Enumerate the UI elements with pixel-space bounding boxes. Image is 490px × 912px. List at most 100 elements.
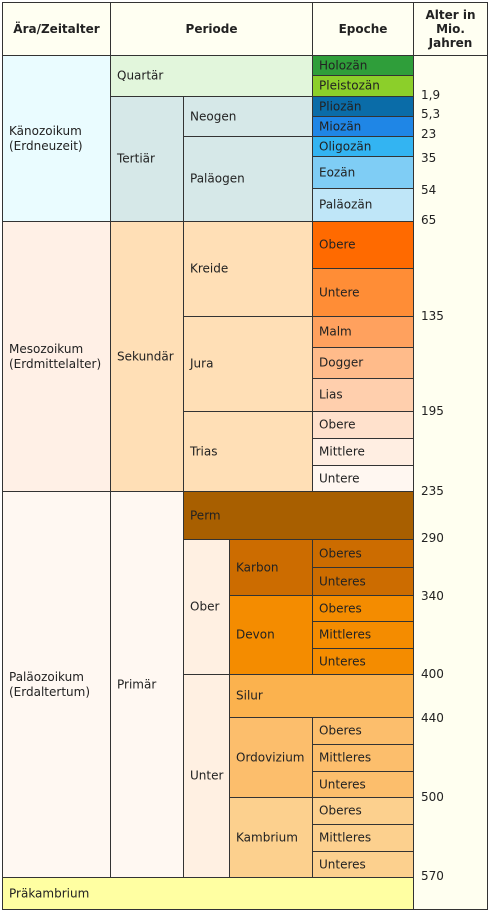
epoch-oligozaen-label: Oligozän xyxy=(319,139,372,153)
epoch-devon-unteres: Unteres xyxy=(312,648,414,675)
epoch-karbon-unteres-label: Unteres xyxy=(319,574,366,588)
epoch-malm-label: Malm xyxy=(319,324,352,339)
period-quartaer-label: Quartär xyxy=(117,68,164,83)
period-primaer: Primär xyxy=(110,491,184,878)
epoch-dogger: Dogger xyxy=(312,347,414,379)
subperiod-palaeogen-label: Paläogen xyxy=(190,171,245,186)
subperiod-kreide-label: Kreide xyxy=(190,261,229,276)
epoch-palaeozaen: Paläozän xyxy=(312,188,414,222)
epoch-pliozaen-label: Pliozän xyxy=(319,99,362,113)
epoch-kambrium-mittleres: Mittleres xyxy=(312,824,414,852)
epoch-ordovizium-unteres: Unteres xyxy=(312,771,414,798)
period-tertiaer: Tertiär xyxy=(110,96,184,222)
epoch-devon-oberes-label: Oberes xyxy=(319,601,362,615)
epoch-devon-unteres-label: Unteres xyxy=(319,654,366,668)
age-label: 135 xyxy=(421,309,444,323)
age-label: 1,9 xyxy=(421,88,441,102)
epoch-eozaen-label: Eozän xyxy=(319,165,356,179)
age-label: 54 xyxy=(421,183,437,197)
subperiod-perm-label: Perm xyxy=(190,508,221,522)
era-palaeozoikum: Paläozoikum (Erdaltertum) xyxy=(2,491,111,878)
subperiod-ober: Ober xyxy=(183,539,230,675)
subperiod-palaeogen: Paläogen xyxy=(183,136,313,222)
subperiod-ober-label: Ober xyxy=(190,599,220,614)
age-label: 5,3 xyxy=(421,107,441,121)
subperiod-unter: Unter xyxy=(183,674,230,878)
period-tertiaer-label: Tertiär xyxy=(117,151,155,166)
epoch-dogger-label: Dogger xyxy=(319,355,364,370)
epoch-miozaen: Miozän xyxy=(312,116,414,137)
subperiod-trias-label: Trias xyxy=(190,444,218,458)
era-kaenozoikum: Känozoikum (Erdneuzeit) xyxy=(2,55,111,222)
epoch-devon-mittleres-label: Mittleres xyxy=(319,627,372,642)
epoch-miozaen-label: Miozän xyxy=(319,119,362,133)
subperiod-neogen: Neogen xyxy=(183,96,313,137)
era-palaeozoikum-label: Paläozoikum (Erdaltertum) xyxy=(9,669,90,699)
era-praekambrium-label: Präkambrium xyxy=(9,886,90,900)
epoch-oligozaen: Oligozän xyxy=(312,136,414,157)
epoch-holozaen-label: Holozän xyxy=(319,58,368,72)
subperiod-devon-label: Devon xyxy=(236,627,275,642)
epoch-ordovizium-unteres-label: Unteres xyxy=(319,777,366,791)
epoch-pleistozaen: Pleistozän xyxy=(312,75,414,97)
subperiod-kambrium: Kambrium xyxy=(229,797,313,878)
epoch-ordovizium-mittleres-label: Mittleres xyxy=(319,750,372,765)
epoch-lias-label: Lias xyxy=(319,387,343,402)
epoch-pliozaen: Pliozän xyxy=(312,96,414,117)
era-mesozoikum: Mesozoikum (Erdmittelalter) xyxy=(2,221,111,492)
subperiod-devon: Devon xyxy=(229,595,313,675)
subperiod-neogen-label: Neogen xyxy=(190,109,237,123)
subperiod-karbon: Karbon xyxy=(229,539,313,596)
age-label: 195 xyxy=(421,404,444,418)
epoch-ordovizium-oberes-label: Oberes xyxy=(319,723,362,738)
epoch-kreide-untere-label: Untere xyxy=(319,285,360,299)
epoch-devon-oberes: Oberes xyxy=(312,595,414,622)
subperiod-ordovizium-label: Ordovizium xyxy=(236,750,305,764)
epoch-kambrium-oberes: Oberes xyxy=(312,797,414,825)
epoch-trias-obere-label: Obere xyxy=(319,417,356,432)
age-label: 290 xyxy=(421,531,444,545)
subperiod-silur-label: Silur xyxy=(236,688,263,703)
epoch-kreide-obere-label: Obere xyxy=(319,237,356,252)
age-label: 65 xyxy=(421,213,437,227)
period-quartaer: Quartär xyxy=(110,55,313,97)
age-column xyxy=(413,55,488,910)
epoch-palaeozaen-label: Paläozän xyxy=(319,197,373,212)
epoch-devon-mittleres: Mittleres xyxy=(312,621,414,649)
subperiod-perm: Perm xyxy=(183,491,414,540)
epoch-trias-untere-label: Untere xyxy=(319,471,360,485)
epoch-ordovizium-mittleres: Mittleres xyxy=(312,744,414,772)
age-label: 35 xyxy=(421,151,437,165)
header-age: Alter in Mio. Jahren xyxy=(413,2,488,56)
epoch-karbon-unteres: Unteres xyxy=(312,567,414,596)
age-label: 235 xyxy=(421,484,444,498)
epoch-kambrium-unteres: Unteres xyxy=(312,851,414,878)
subperiod-karbon-label: Karbon xyxy=(236,560,279,574)
epoch-kambrium-oberes-label: Oberes xyxy=(319,803,362,818)
subperiod-jura-label: Jura xyxy=(190,356,214,371)
age-label: 23 xyxy=(421,127,437,141)
epoch-trias-mittlere-label: Mittlere xyxy=(319,444,365,459)
subperiod-kreide: Kreide xyxy=(183,221,313,317)
header-epoch: Epoche xyxy=(312,2,414,56)
epoch-ordovizium-oberes: Oberes xyxy=(312,717,414,745)
period-sekundaer: Sekundär xyxy=(110,221,184,492)
epoch-trias-untere: Untere xyxy=(312,465,414,492)
epoch-trias-mittlere: Mittlere xyxy=(312,438,414,466)
epoch-kreide-obere: Obere xyxy=(312,221,414,269)
era-kaenozoikum-label: Känozoikum (Erdneuzeit) xyxy=(9,123,83,153)
subperiod-kambrium-label: Kambrium xyxy=(236,830,298,844)
header-era: Ära/Zeitalter xyxy=(2,2,111,56)
subperiod-ordovizium: Ordovizium xyxy=(229,717,313,798)
subperiod-jura: Jura xyxy=(183,316,313,412)
subperiod-unter-label: Unter xyxy=(190,768,224,783)
era-praekambrium: Präkambrium xyxy=(2,877,414,910)
age-label: 500 xyxy=(421,790,444,804)
age-label: 400 xyxy=(421,667,444,681)
subperiod-trias: Trias xyxy=(183,411,313,492)
period-primaer-label: Primär xyxy=(117,677,157,691)
epoch-karbon-oberes: Oberes xyxy=(312,539,414,568)
epoch-malm: Malm xyxy=(312,316,414,348)
age-label: 440 xyxy=(421,711,444,725)
